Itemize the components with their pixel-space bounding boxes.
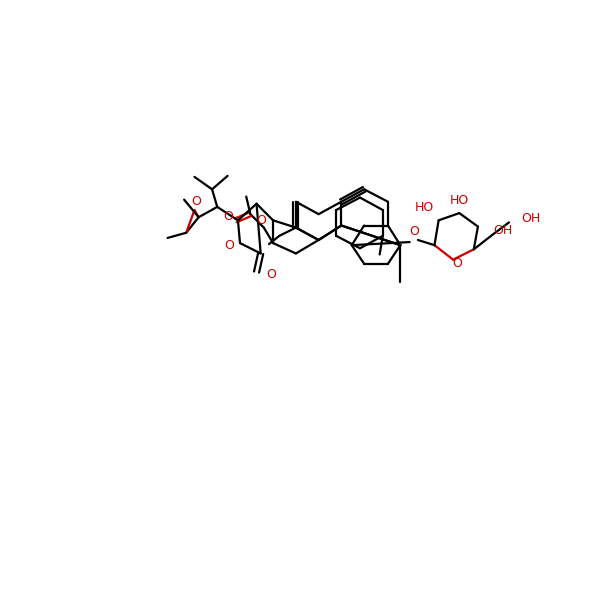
Text: HO: HO: [415, 202, 434, 214]
Text: HO: HO: [449, 194, 469, 207]
Text: O: O: [266, 268, 276, 281]
Text: O: O: [191, 195, 202, 208]
Text: O: O: [409, 225, 419, 238]
Text: O: O: [256, 214, 266, 227]
Text: O: O: [224, 210, 233, 223]
Text: O: O: [225, 239, 235, 251]
Text: O: O: [452, 257, 462, 270]
Text: OH: OH: [521, 212, 541, 225]
Text: OH: OH: [493, 224, 512, 237]
